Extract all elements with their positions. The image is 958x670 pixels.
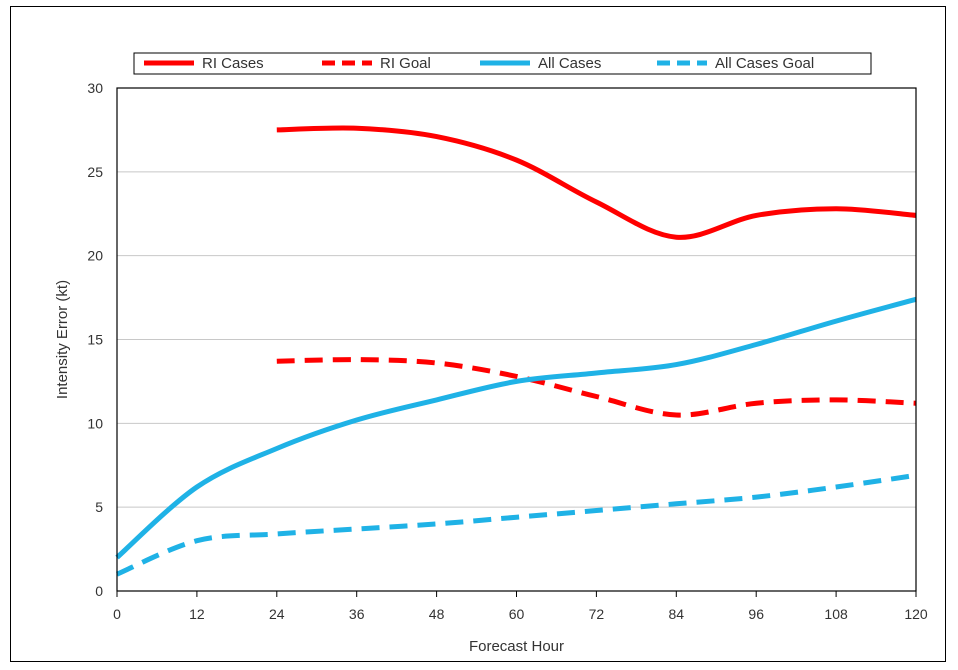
series-line-ri-cases (276, 125, 917, 240)
x-tick-label: 84 (669, 606, 685, 622)
y-tick-label: 15 (87, 332, 103, 348)
x-tick-label: 72 (589, 606, 605, 622)
x-tick-label: 12 (189, 606, 205, 622)
x-tick-label: 36 (349, 606, 365, 622)
legend-label: All Cases Goal (715, 55, 814, 72)
y-tick-label: 30 (87, 80, 103, 96)
series-line-ri-goal (276, 357, 917, 418)
x-tick-label: 48 (429, 606, 445, 622)
legend-label: RI Cases (202, 55, 264, 72)
x-axis-label: Forecast Hour (469, 638, 564, 655)
y-tick-label: 20 (87, 248, 103, 264)
y-tick-label: 0 (95, 583, 103, 599)
y-tick-label: 10 (87, 415, 103, 431)
x-tick-label: 120 (904, 606, 928, 622)
legend-label: All Cases (538, 55, 601, 72)
series-line-all-cases-goal (116, 472, 917, 577)
x-tick-label: 96 (748, 606, 764, 622)
tick-labels: 0 5 10 15 20 25 30 0 12 24 36 48 60 72 84 96 108 120 (87, 80, 927, 622)
series-line-all-cases (115, 296, 917, 560)
y-tick-label: 5 (95, 499, 103, 515)
x-tick-label: 108 (824, 606, 848, 622)
grid-lines (117, 171, 916, 508)
x-tick-label: 24 (269, 606, 285, 622)
series-lines (115, 125, 917, 577)
legend: RI Cases RI Goal All Cases All Cases Goal (133, 52, 872, 75)
y-tick-label: 25 (87, 164, 103, 180)
x-tick-label: 0 (113, 606, 121, 622)
legend-label: RI Goal (380, 55, 431, 72)
y-axis-label: Intensity Error (kt) (54, 280, 71, 399)
x-tick-label: 60 (509, 606, 525, 622)
